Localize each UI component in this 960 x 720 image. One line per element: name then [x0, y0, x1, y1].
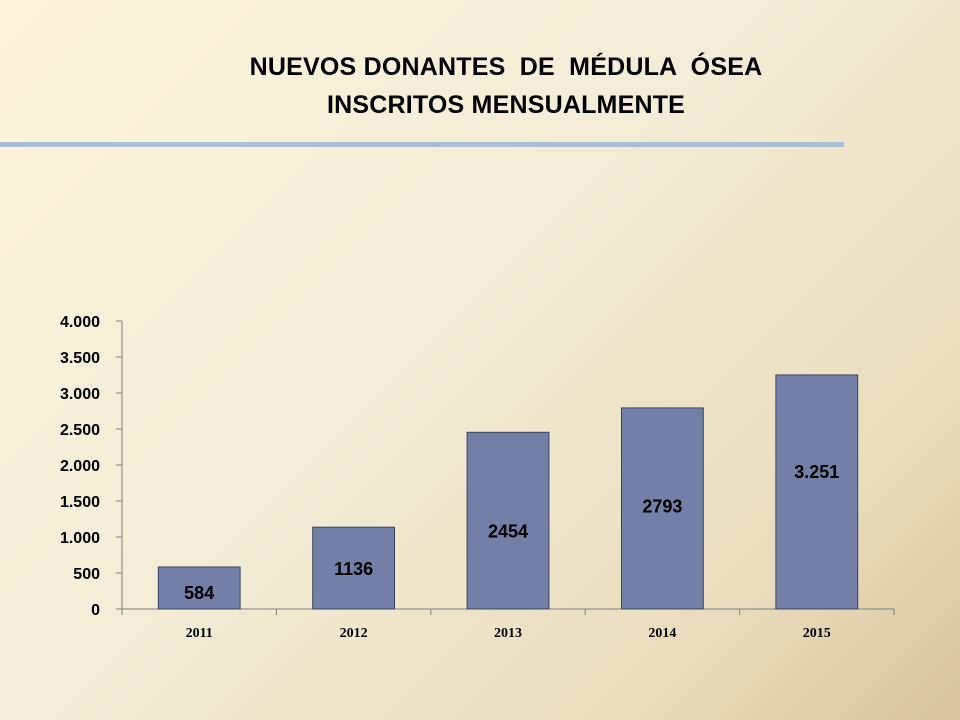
title-divider: [0, 142, 844, 147]
y-tick-label: 0: [91, 602, 100, 619]
data-label-2015: 3.251: [794, 462, 839, 482]
data-label-2012: 1136: [334, 559, 373, 579]
y-tick-label: 2.500: [60, 422, 100, 439]
x-tick-label: 2014: [648, 626, 676, 641]
y-tick-label: 1.500: [60, 494, 100, 511]
y-tick-label: 3.000: [60, 386, 100, 403]
y-tick-label: 1.000: [60, 530, 100, 547]
page-title: NUEVOS DONANTES DE MÉDULA ÓSEA INSCRITOS…: [0, 48, 960, 124]
data-label-2011: 584: [184, 583, 214, 603]
x-tick-label: 2013: [494, 626, 522, 641]
bar-2014: [620, 407, 704, 610]
title-line-2: INSCRITOS MENSUALMENTE: [326, 91, 686, 119]
y-tick-label: 500: [73, 566, 100, 583]
y-tick-label: 4.000: [60, 314, 100, 331]
title-line-1: NUEVOS DONANTES DE MÉDULA ÓSEA: [249, 53, 763, 81]
bar-2012: [312, 526, 396, 610]
data-label-2013: 2454: [488, 521, 528, 541]
bar-2011: [157, 566, 241, 610]
x-tick-label: 2012: [340, 626, 368, 641]
data-label-2014: 2793: [642, 496, 682, 516]
y-tick-label: 2.000: [60, 458, 100, 475]
x-tick-label: 2015: [803, 626, 831, 641]
bar-2015: [775, 374, 859, 610]
y-tick-label: 3.500: [60, 350, 100, 367]
bar-2013: [466, 431, 550, 610]
x-tick-label: 2011: [186, 626, 213, 641]
